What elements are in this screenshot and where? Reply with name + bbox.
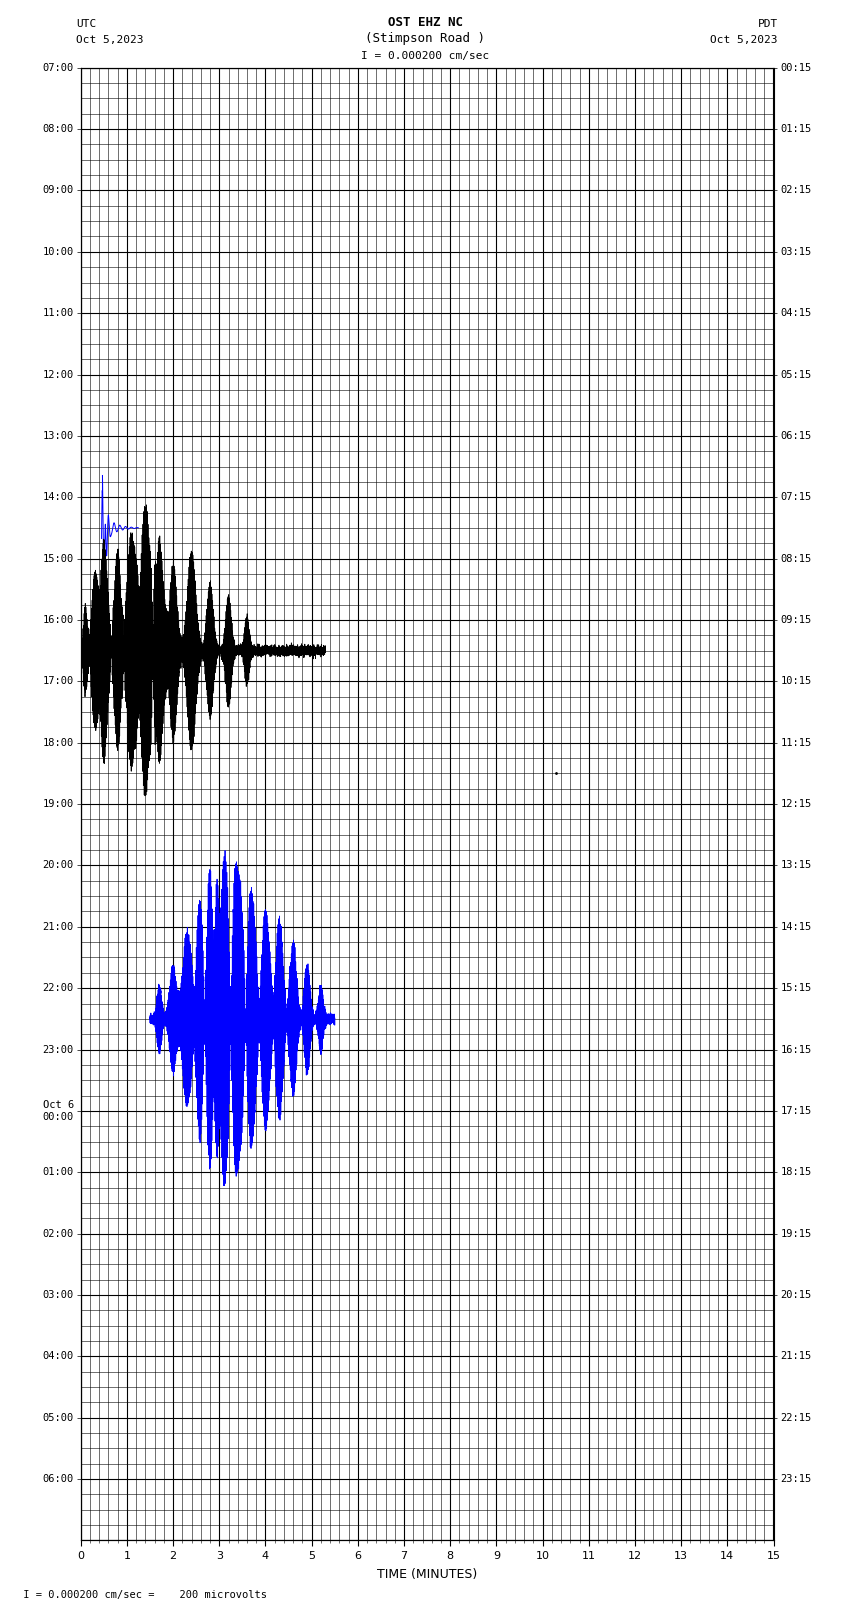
Text: I = 0.000200 cm/sec: I = 0.000200 cm/sec <box>361 52 489 61</box>
Text: OST EHZ NC: OST EHZ NC <box>388 16 462 29</box>
X-axis label: TIME (MINUTES): TIME (MINUTES) <box>377 1568 477 1581</box>
Text: I = 0.000200 cm/sec =    200 microvolts: I = 0.000200 cm/sec = 200 microvolts <box>17 1590 267 1600</box>
Text: PDT: PDT <box>757 19 778 29</box>
Text: UTC: UTC <box>76 19 97 29</box>
Text: Oct 5,2023: Oct 5,2023 <box>76 35 144 45</box>
Text: Oct 5,2023: Oct 5,2023 <box>711 35 778 45</box>
Text: (Stimpson Road ): (Stimpson Road ) <box>365 32 485 45</box>
